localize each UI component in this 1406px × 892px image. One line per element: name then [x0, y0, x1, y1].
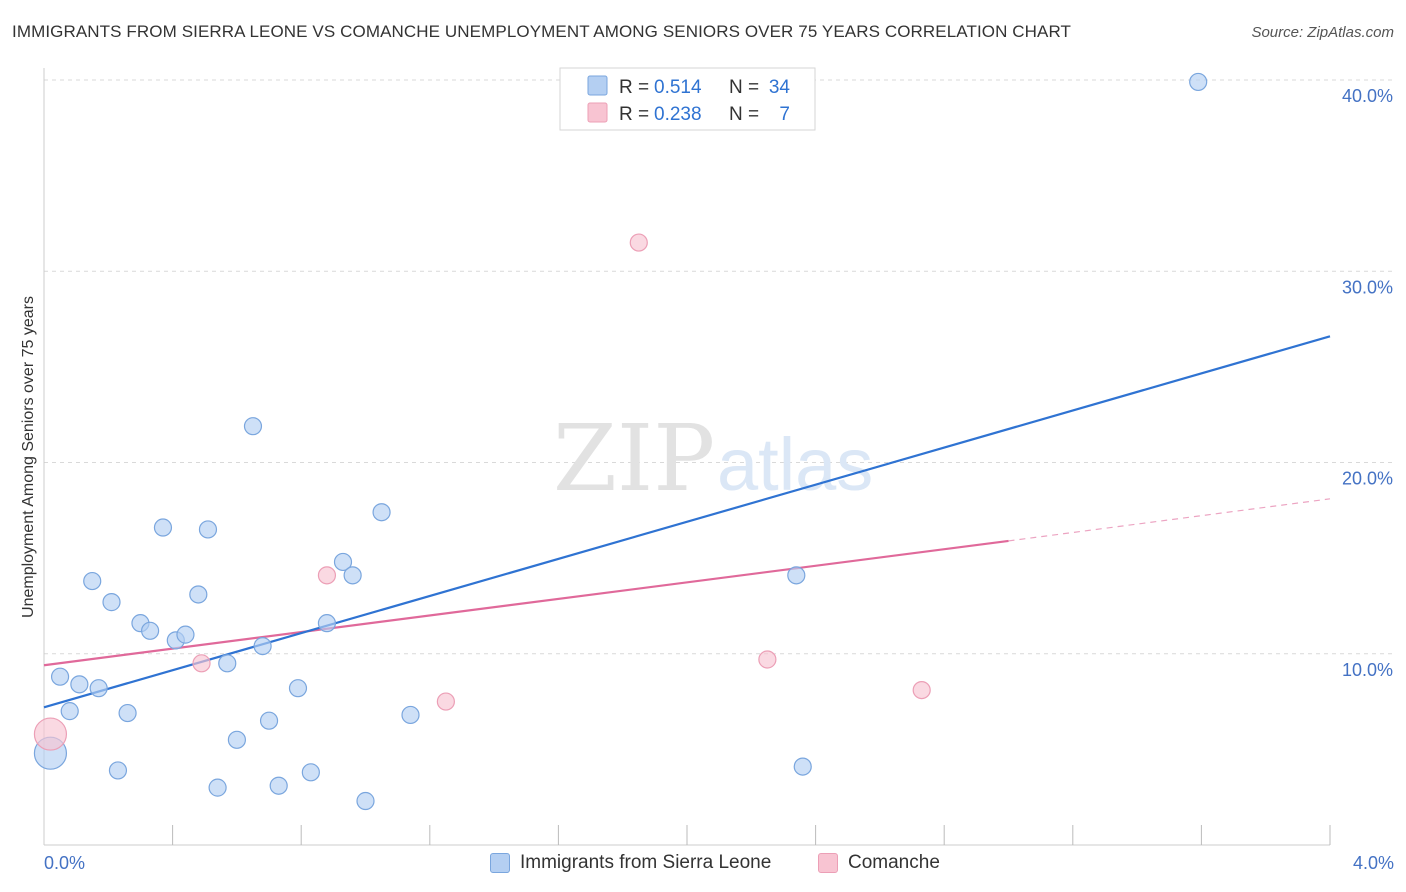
data-point-sierra-leone: [198, 520, 218, 539]
data-point-sierra-leone: [227, 730, 246, 749]
x-tick-label-max: 4.0%: [1353, 853, 1394, 873]
data-point-sierra-leone: [243, 417, 263, 436]
data-point-sierra-leone: [317, 614, 337, 633]
stats-legend: R = 0.514 N = 34 R = 0.238 N = 7: [559, 67, 816, 131]
data-point-sierra-leone: [89, 679, 108, 698]
legend-swatch-pink: [587, 102, 608, 123]
legend-r-value-1: 0.514: [654, 77, 702, 98]
data-point-comanche: [192, 654, 211, 673]
data-point-sierra-leone: [60, 702, 79, 721]
data-point-sierra-leone: [793, 757, 812, 776]
data-point-sierra-leone: [259, 711, 279, 730]
data-points: [33, 72, 1208, 811]
legend-swatch-comanche: [818, 853, 838, 873]
data-point-sierra-leone: [301, 763, 320, 782]
source-label: Source: ZipAtlas.com: [1251, 24, 1394, 41]
data-point-sierra-leone: [787, 566, 806, 585]
legend-r-value-2: 0.238: [654, 104, 702, 125]
data-point-sierra-leone: [140, 621, 160, 640]
x-tick-labels: 0.0% 4.0%: [44, 853, 1394, 873]
data-point-sierra-leone: [83, 571, 102, 591]
grid-lines: [44, 79, 1394, 655]
legend-n-value-1: 34: [769, 77, 791, 98]
data-point-comanche: [436, 692, 455, 711]
trend-line-comanche: [43, 539, 1009, 667]
legend-swatch-blue: [587, 75, 608, 96]
legend-label-sierra-leone: Immigrants from Sierra Leone: [520, 852, 772, 873]
trend-line-sierra-leone: [43, 335, 1331, 709]
data-point-sierra-leone: [153, 518, 173, 537]
y-tick-labels: 10.0% 20.0% 30.0% 40.0%: [1342, 86, 1393, 680]
legend-r-label-2: R =: [619, 104, 649, 125]
y-tick-label-20: 20.0%: [1342, 469, 1393, 489]
x-tick-label-min: 0.0%: [44, 853, 85, 873]
chart-title: IMMIGRANTS FROM SIERRA LEONE VS COMANCHE…: [12, 22, 1072, 41]
y-tick-label-40: 40.0%: [1342, 86, 1393, 106]
data-point-sierra-leone: [343, 566, 362, 585]
data-point-sierra-leone: [189, 585, 208, 604]
data-point-sierra-leone: [1189, 72, 1208, 92]
data-point-sierra-leone: [269, 776, 288, 795]
data-point-sierra-leone: [102, 593, 121, 612]
data-point-sierra-leone: [208, 778, 227, 797]
trend-lines: [43, 335, 1331, 709]
legend-n-value-2: 7: [779, 104, 790, 125]
legend-item-sierra-leone: Immigrants from Sierra Leone: [490, 852, 771, 874]
data-point-sierra-leone: [118, 703, 137, 723]
legend-swatch-sierra-leone: [490, 853, 510, 873]
data-point-sierra-leone: [401, 705, 420, 725]
data-point-sierra-leone: [50, 667, 70, 686]
axes: [43, 68, 1331, 846]
watermark-zip: ZIP: [553, 405, 715, 512]
legend-r-label-1: R =: [619, 77, 649, 98]
watermark-atlas: atlas: [717, 423, 873, 506]
data-point-sierra-leone: [176, 625, 195, 644]
legend-item-comanche: Comanche: [818, 852, 940, 874]
data-point-sierra-leone: [218, 654, 237, 673]
legend-n-label-2: N =: [729, 104, 759, 125]
legend-label-comanche: Comanche: [848, 852, 940, 873]
data-point-sierra-leone: [288, 679, 308, 698]
trend-line-comanche-extension: [1008, 498, 1331, 542]
data-point-sierra-leone: [70, 675, 89, 694]
data-point-comanche: [629, 233, 648, 252]
y-tick-label-30: 30.0%: [1342, 277, 1393, 297]
data-point-comanche: [317, 566, 337, 585]
data-point-sierra-leone: [372, 503, 391, 522]
legend-n-label-1: N =: [729, 77, 759, 98]
data-point-sierra-leone: [253, 636, 272, 656]
data-point-comanche: [912, 680, 931, 700]
data-point-sierra-leone: [356, 791, 375, 811]
data-point-comanche: [33, 717, 68, 751]
watermark: ZIP atlas: [553, 405, 873, 512]
y-axis-title: Unemployment Among Seniors over 75 years: [20, 296, 37, 618]
y-tick-label-10: 10.0%: [1342, 660, 1393, 680]
data-point-sierra-leone: [333, 552, 353, 572]
data-point-sierra-leone: [108, 761, 128, 780]
data-point-comanche: [758, 650, 777, 669]
